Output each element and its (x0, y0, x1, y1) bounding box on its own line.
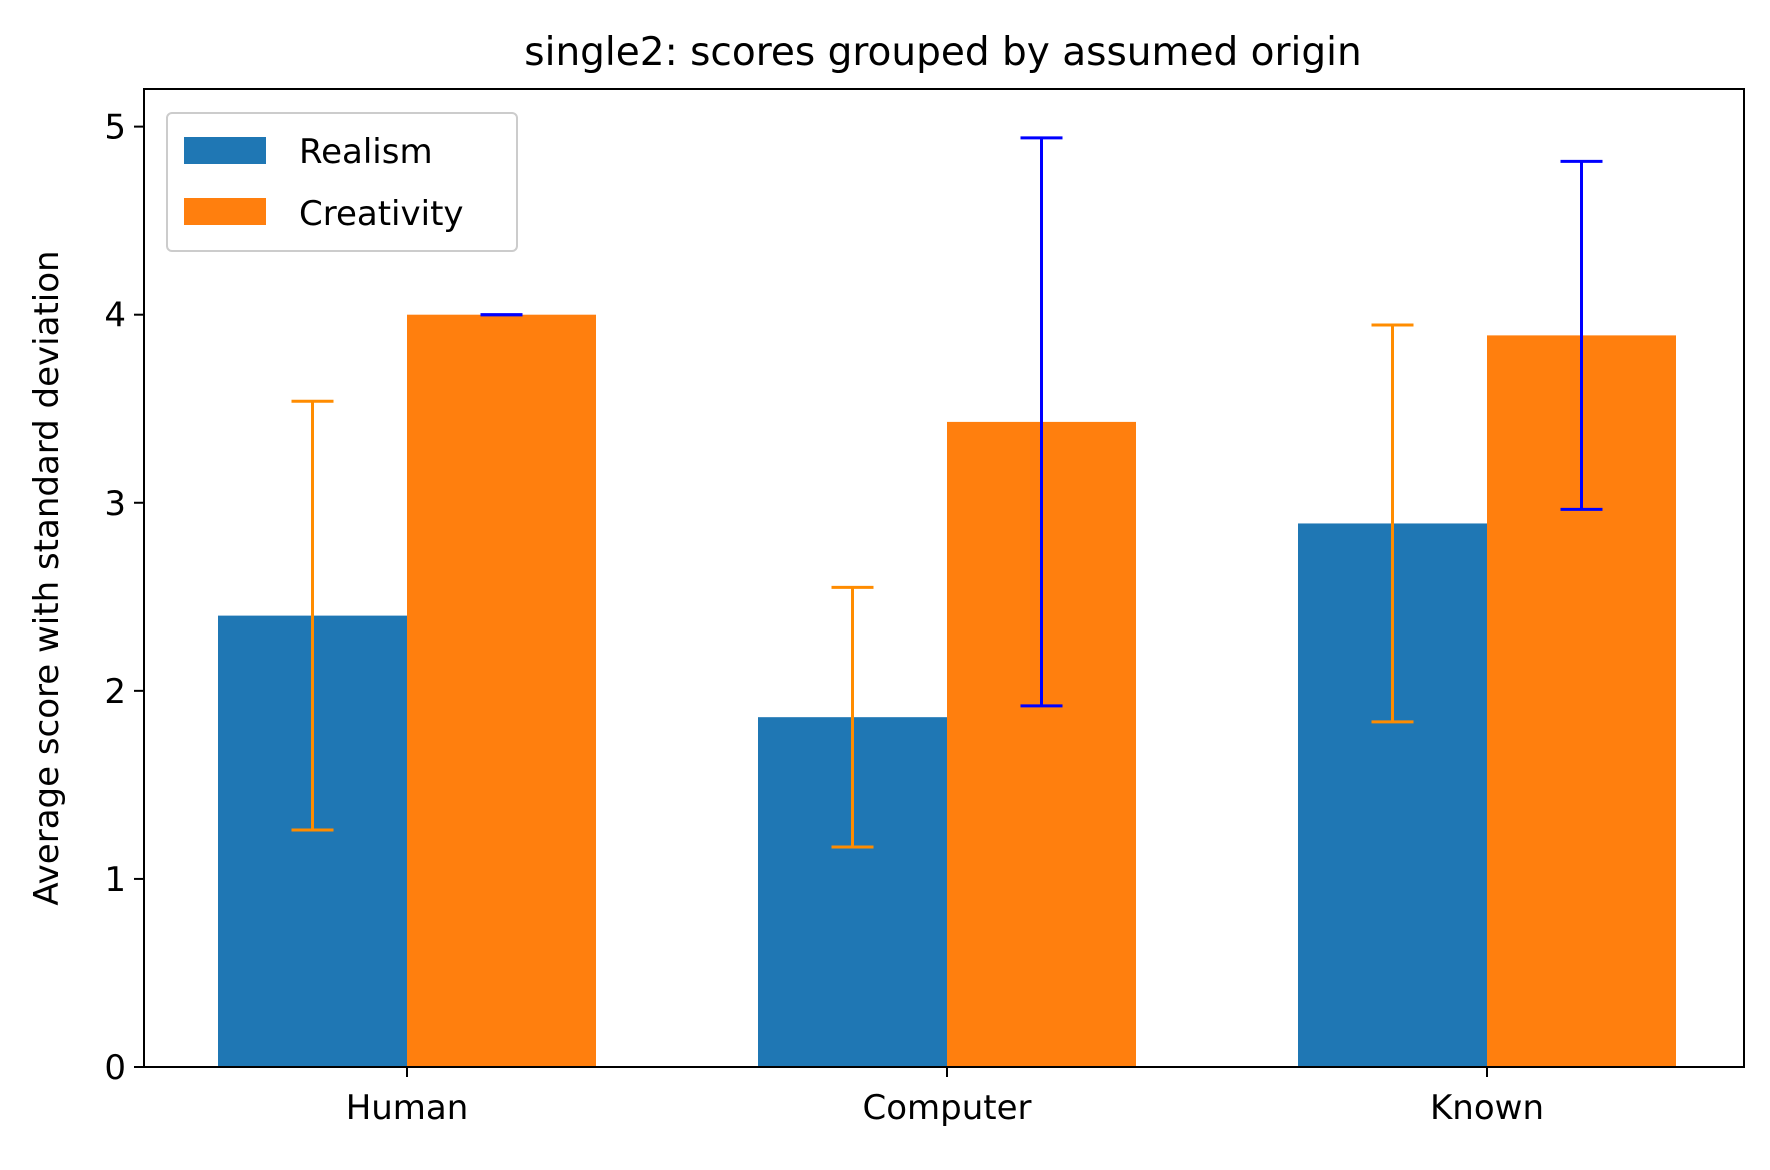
errorbars-layer (291, 136, 1603, 849)
x-tick-label-computer: Computer (862, 1088, 1031, 1128)
legend-swatch-creativity (184, 198, 266, 225)
x-axis: Human Computer Known (346, 1067, 1544, 1128)
errorbar-realism-human (291, 399, 334, 832)
legend-label-realism: Realism (299, 132, 433, 172)
y-tick-label: 3 (104, 484, 126, 524)
y-tick-label: 1 (104, 860, 126, 900)
y-axis-label: Average score with standard deviation (27, 250, 67, 905)
y-tick-label: 0 (104, 1048, 126, 1088)
errorbar-creativity-computer (1020, 136, 1063, 708)
y-tick-label: 4 (104, 296, 126, 336)
errorbar-creativity-known (1560, 159, 1603, 511)
chart-title: single2: scores grouped by assumed origi… (524, 30, 1361, 75)
y-axis: 0 1 2 3 4 5 (104, 108, 144, 1088)
errorbar-realism-known (1371, 323, 1414, 724)
plot-frame (143, 88, 1745, 1068)
legend: Realism Creativity (166, 112, 518, 252)
legend-label-creativity: Creativity (299, 194, 464, 234)
legend-swatch-realism (184, 137, 266, 164)
errorbar-realism-computer (831, 585, 874, 849)
x-tick-label-known: Known (1430, 1088, 1544, 1128)
bar-creativity-human (407, 314, 596, 1067)
y-tick-label: 5 (104, 108, 126, 148)
x-tick-label-human: Human (346, 1088, 469, 1128)
y-tick-label: 2 (104, 672, 126, 712)
